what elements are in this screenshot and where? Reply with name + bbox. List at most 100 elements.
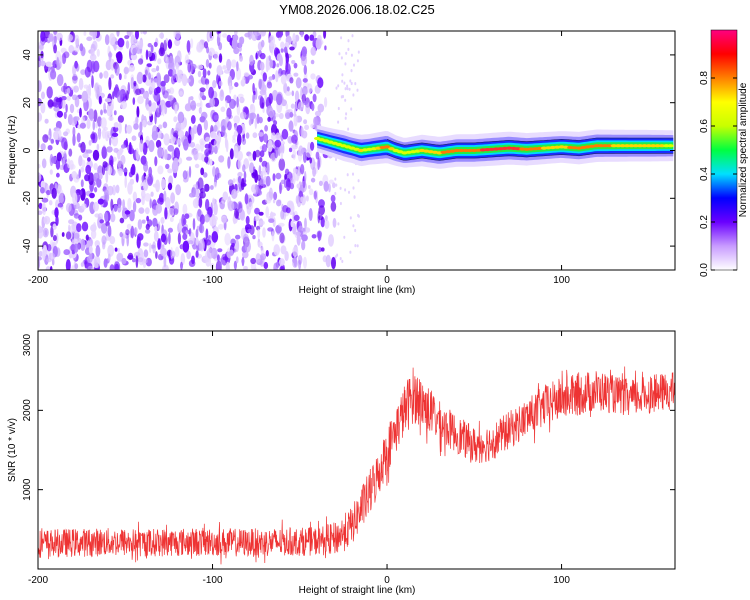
noise-speckle: [236, 150, 243, 161]
noise-speckle: [152, 125, 158, 138]
ridge-core-segment: [610, 144, 618, 148]
noise-speckle: [164, 149, 168, 160]
noise-speckle: [170, 192, 176, 204]
noise-speckle: [205, 59, 210, 68]
noise-speckle: [50, 226, 54, 238]
noise-speckle: [152, 183, 159, 188]
y-tick-label: -40: [22, 238, 33, 253]
noise-speckle: [88, 245, 93, 254]
noise-speckle: [89, 31, 95, 36]
noise-speckle: [144, 207, 150, 215]
noise-speckle: [79, 122, 86, 129]
noise-speckle: [253, 267, 257, 270]
noise-speckle: [184, 213, 190, 219]
noise-speckle: [61, 137, 68, 149]
noise-speckle: [46, 86, 53, 99]
noise-speckle: [153, 78, 158, 83]
ridge-core-segment: [658, 144, 666, 148]
ridge-core-segment: [632, 144, 639, 148]
noise-speckle: [337, 106, 340, 111]
noise-speckle: [40, 31, 46, 42]
noise-speckle: [142, 74, 147, 83]
noise-speckle: [183, 138, 189, 151]
noise-speckle: [170, 75, 176, 85]
noise-speckle: [41, 158, 47, 169]
noise-speckle: [296, 183, 301, 189]
noise-speckle: [268, 187, 273, 200]
noise-speckle: [307, 185, 311, 189]
noise-speckle: [275, 261, 280, 268]
noise-speckle: [275, 172, 282, 180]
noise-speckle: [279, 232, 285, 244]
ridge-core-segment: [667, 144, 674, 148]
noise-speckle: [277, 31, 283, 38]
noise-speckle: [100, 117, 107, 129]
noise-speckle: [212, 215, 218, 222]
noise-speckle: [106, 146, 113, 153]
noise-speckle: [308, 208, 313, 221]
noise-speckle: [203, 41, 209, 49]
noise-speckle: [187, 134, 192, 144]
noise-speckle: [261, 160, 268, 168]
noise-speckle: [38, 80, 42, 93]
noise-speckle: [357, 179, 360, 183]
noise-speckle: [130, 76, 134, 90]
noise-speckle: [315, 38, 322, 50]
noise-speckle: [265, 250, 269, 257]
noise-speckle: [150, 44, 154, 53]
noise-speckle: [244, 240, 251, 253]
noise-speckle: [344, 62, 347, 66]
noise-speckle: [114, 263, 119, 270]
noise-speckle: [310, 141, 315, 151]
x-tick-label: 0: [384, 275, 390, 286]
noise-speckle: [158, 104, 162, 115]
noise-speckle: [298, 259, 302, 270]
noise-speckle: [304, 34, 309, 42]
noise-speckle: [357, 213, 360, 218]
noise-speckle: [227, 196, 232, 209]
noise-speckle: [252, 93, 255, 104]
noise-speckle: [292, 246, 299, 257]
noise-speckle: [220, 106, 226, 113]
noise-speckle: [156, 65, 160, 72]
noise-speckle: [252, 235, 256, 240]
noise-speckle: [167, 144, 175, 152]
noise-speckle: [103, 189, 109, 195]
noise-speckle: [218, 42, 223, 51]
noise-speckle: [214, 167, 220, 181]
noise-speckle: [352, 172, 354, 176]
noise-speckle: [168, 207, 175, 217]
noise-speckle: [257, 190, 263, 196]
noise-speckle: [95, 245, 101, 257]
noise-speckle: [38, 163, 41, 169]
noise-speckle: [167, 168, 173, 174]
noise-speckle: [239, 209, 246, 221]
noise-speckle: [126, 31, 134, 36]
noise-speckle: [335, 86, 338, 90]
noise-speckle: [158, 33, 162, 38]
colorbar-tick-label: 0.6: [699, 119, 710, 133]
noise-speckle: [186, 156, 193, 161]
noise-speckle: [279, 266, 285, 270]
noise-speckle: [50, 69, 57, 80]
noise-speckle: [168, 55, 174, 68]
noise-speckle: [157, 221, 161, 231]
noise-speckle: [38, 55, 41, 62]
colorbar-tick-label: 0.0: [699, 263, 710, 277]
noise-speckle: [104, 211, 109, 224]
noise-speckle: [109, 264, 115, 270]
noise-speckle: [216, 65, 223, 76]
noise-speckle: [213, 51, 219, 60]
noise-speckle: [318, 199, 325, 208]
noise-speckle: [269, 59, 274, 68]
noise-speckle: [168, 232, 171, 245]
noise-speckle: [195, 228, 199, 238]
noise-speckle: [309, 157, 313, 164]
noise-speckle: [310, 123, 315, 129]
noise-speckle: [126, 223, 132, 230]
noise-speckle: [112, 91, 115, 100]
noise-speckle: [146, 63, 152, 68]
noise-speckle: [293, 113, 298, 127]
noise-speckle: [120, 154, 126, 165]
